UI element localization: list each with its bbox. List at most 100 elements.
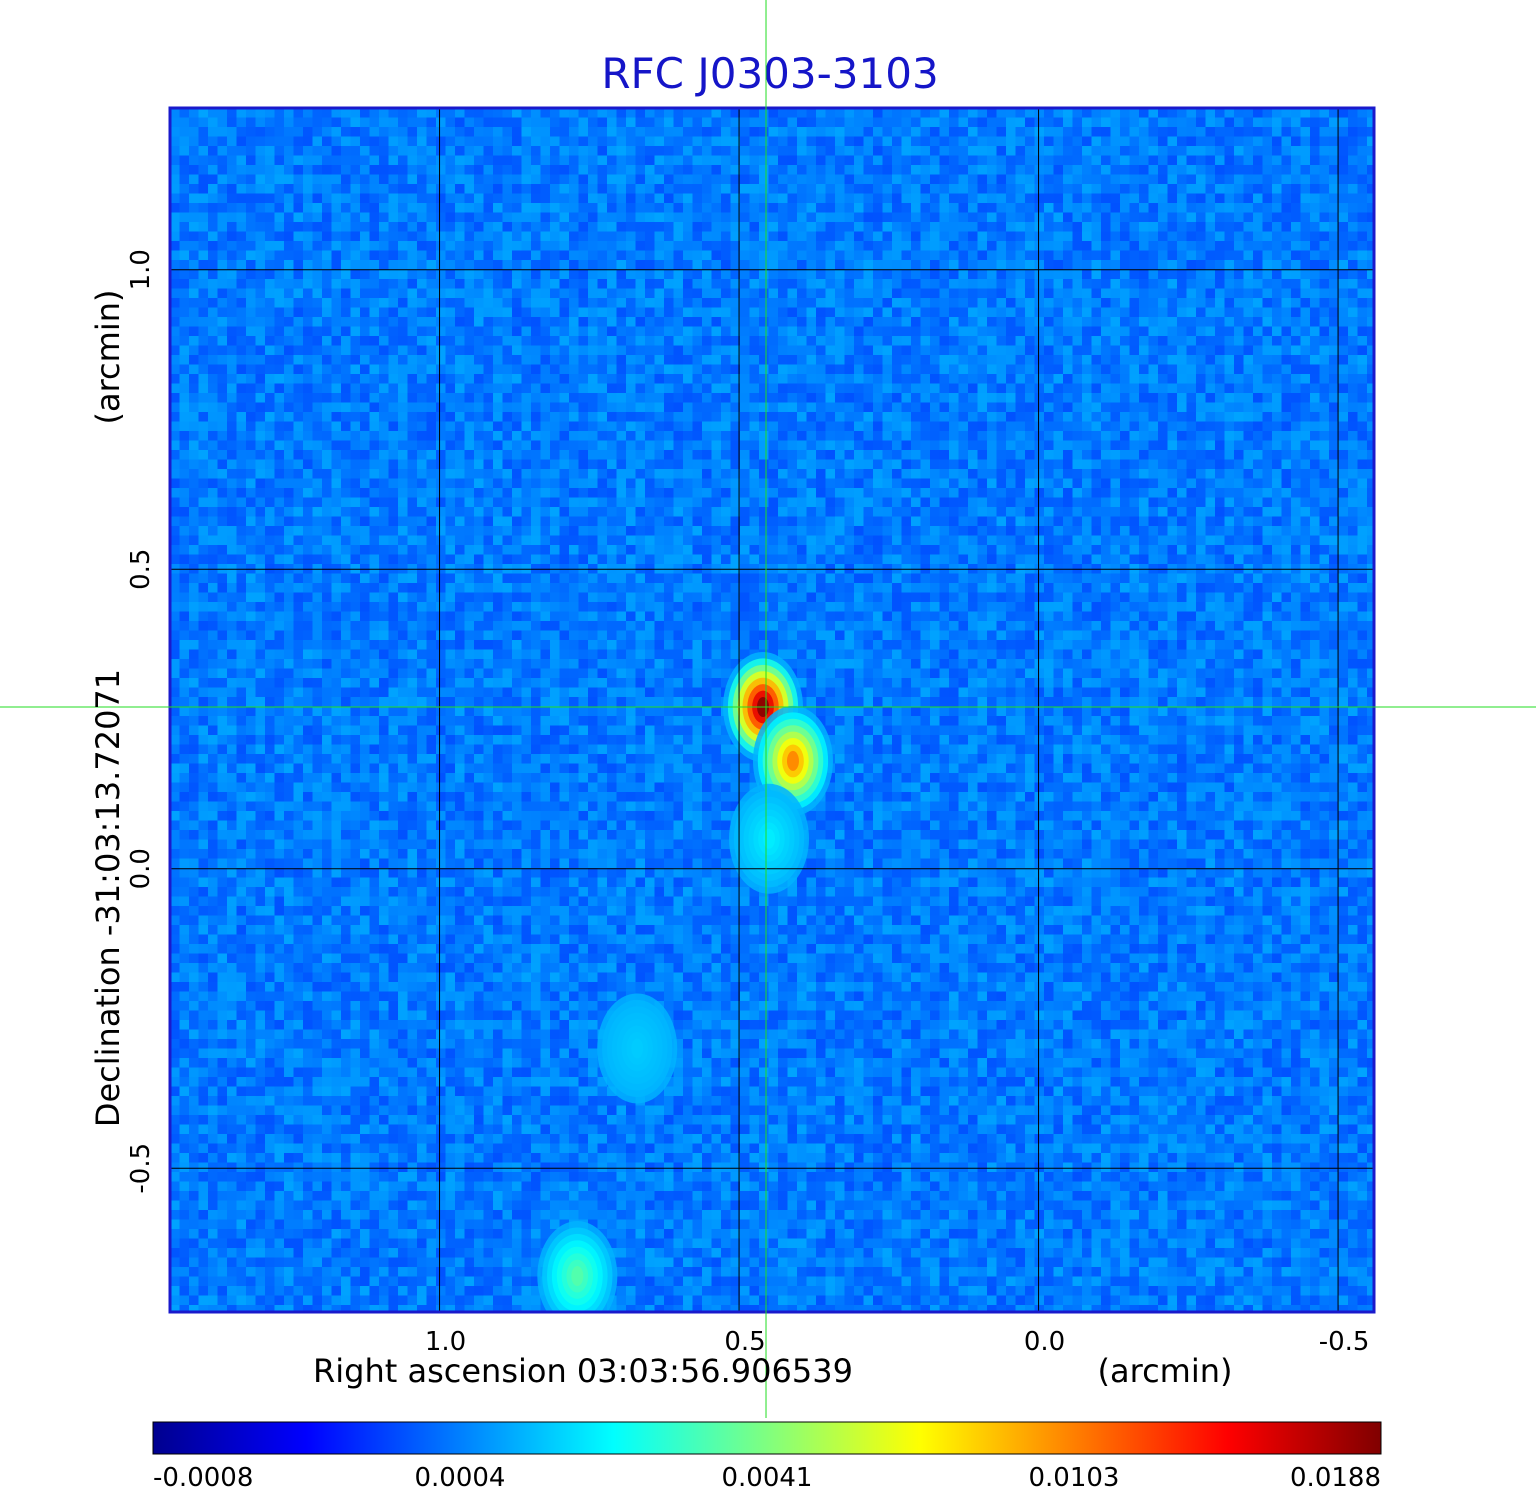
noise-pixel bbox=[996, 364, 1007, 375]
noise-pixel bbox=[901, 450, 912, 461]
noise-pixel bbox=[455, 393, 466, 404]
noise-pixel bbox=[208, 108, 219, 119]
noise-pixel bbox=[388, 459, 399, 470]
noise-pixel bbox=[255, 203, 266, 214]
noise-pixel bbox=[911, 317, 922, 328]
noise-pixel bbox=[787, 174, 798, 185]
noise-pixel bbox=[265, 317, 276, 328]
noise-pixel bbox=[1272, 412, 1283, 423]
noise-pixel bbox=[236, 317, 247, 328]
noise-pixel bbox=[217, 393, 228, 404]
noise-pixel bbox=[1034, 117, 1045, 128]
noise-pixel bbox=[1253, 108, 1264, 119]
noise-pixel bbox=[854, 231, 865, 242]
noise-pixel bbox=[398, 184, 409, 195]
noise-pixel bbox=[426, 136, 437, 147]
noise-pixel bbox=[882, 298, 893, 309]
noise-pixel bbox=[331, 155, 342, 166]
noise-pixel bbox=[331, 269, 342, 280]
noise-pixel bbox=[483, 307, 494, 318]
noise-pixel bbox=[977, 193, 988, 204]
noise-pixel bbox=[550, 250, 561, 261]
noise-pixel bbox=[455, 108, 466, 119]
noise-pixel bbox=[901, 326, 912, 337]
noise-pixel bbox=[455, 117, 466, 128]
noise-pixel bbox=[987, 136, 998, 147]
noise-pixel bbox=[882, 117, 893, 128]
noise-pixel bbox=[246, 298, 257, 309]
noise-pixel bbox=[189, 459, 200, 470]
noise-pixel bbox=[825, 222, 836, 233]
noise-pixel bbox=[673, 155, 684, 166]
noise-pixel bbox=[255, 402, 266, 413]
noise-pixel bbox=[588, 288, 599, 299]
noise-pixel bbox=[1300, 364, 1311, 375]
noise-pixel bbox=[1177, 450, 1188, 461]
noise-pixel bbox=[227, 117, 238, 128]
noise-pixel bbox=[1006, 288, 1017, 299]
noise-pixel bbox=[303, 393, 314, 404]
noise-pixel bbox=[806, 269, 817, 280]
noise-pixel bbox=[797, 117, 808, 128]
noise-pixel bbox=[1357, 364, 1368, 375]
noise-pixel bbox=[901, 260, 912, 271]
noise-pixel bbox=[369, 269, 380, 280]
noise-pixel bbox=[816, 203, 827, 214]
noise-pixel bbox=[901, 336, 912, 347]
noise-pixel bbox=[730, 279, 741, 290]
noise-pixel bbox=[702, 231, 713, 242]
noise-pixel bbox=[445, 155, 456, 166]
noise-pixel bbox=[844, 269, 855, 280]
noise-pixel bbox=[977, 345, 988, 356]
noise-pixel bbox=[255, 298, 266, 309]
noise-pixel bbox=[806, 421, 817, 432]
noise-pixel bbox=[531, 222, 542, 233]
noise-pixel bbox=[844, 431, 855, 442]
noise-pixel bbox=[1006, 108, 1017, 119]
noise-pixel bbox=[1158, 174, 1169, 185]
noise-pixel bbox=[588, 193, 599, 204]
noise-pixel bbox=[721, 317, 732, 328]
noise-pixel bbox=[901, 345, 912, 356]
noise-pixel bbox=[293, 174, 304, 185]
noise-pixel bbox=[483, 108, 494, 119]
noise-pixel bbox=[284, 402, 295, 413]
noise-pixel bbox=[350, 478, 361, 489]
noise-pixel bbox=[445, 478, 456, 489]
noise-pixel bbox=[626, 174, 637, 185]
noise-pixel bbox=[341, 174, 352, 185]
noise-pixel bbox=[778, 250, 789, 261]
noise-pixel bbox=[341, 336, 352, 347]
noise-pixel bbox=[474, 174, 485, 185]
noise-pixel bbox=[255, 459, 266, 470]
noise-pixel bbox=[873, 298, 884, 309]
noise-pixel bbox=[502, 231, 513, 242]
noise-pixel bbox=[1357, 212, 1368, 223]
noise-pixel bbox=[1148, 127, 1159, 138]
noise-pixel bbox=[806, 184, 817, 195]
noise-pixel bbox=[265, 450, 276, 461]
noise-pixel bbox=[540, 155, 551, 166]
noise-pixel bbox=[1281, 374, 1292, 385]
noise-pixel bbox=[217, 279, 228, 290]
noise-pixel bbox=[1186, 469, 1197, 480]
noise-pixel bbox=[1291, 345, 1302, 356]
noise-pixel bbox=[588, 184, 599, 195]
noise-pixel bbox=[331, 127, 342, 138]
noise-pixel bbox=[939, 269, 950, 280]
noise-pixel bbox=[901, 364, 912, 375]
noise-pixel bbox=[597, 345, 608, 356]
noise-pixel bbox=[322, 355, 333, 366]
noise-pixel bbox=[1215, 117, 1226, 128]
noise-pixel bbox=[1015, 355, 1026, 366]
noise-pixel bbox=[730, 146, 741, 157]
noise-pixel bbox=[588, 203, 599, 214]
noise-pixel bbox=[322, 412, 333, 423]
noise-pixel bbox=[1262, 165, 1273, 176]
noise-pixel bbox=[445, 307, 456, 318]
noise-pixel bbox=[417, 317, 428, 328]
noise-pixel bbox=[265, 326, 276, 337]
noise-pixel bbox=[654, 469, 665, 480]
noise-pixel bbox=[654, 241, 665, 252]
noise-pixel bbox=[189, 260, 200, 271]
